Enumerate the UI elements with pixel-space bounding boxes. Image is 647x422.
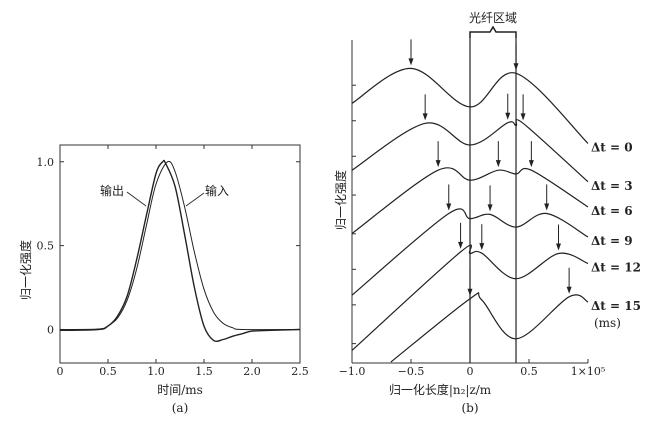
series-output-line bbox=[59, 159, 301, 342]
x-tick-label: 0 bbox=[57, 365, 64, 378]
peak-arrow-head-icon bbox=[544, 203, 550, 211]
series-curve bbox=[351, 208, 589, 296]
peak-arrow-head-icon bbox=[528, 160, 534, 168]
series-curve bbox=[351, 119, 589, 183]
x-tick-label: 2.0 bbox=[243, 365, 261, 378]
fiber-region-label: 光纤区域 bbox=[469, 11, 517, 25]
peak-arrow-head-icon bbox=[422, 113, 428, 121]
panel-a-xlabel: 时间/ms bbox=[157, 383, 203, 397]
x-tick-label: 1.5 bbox=[195, 365, 213, 378]
x-tick-label: 0 bbox=[467, 365, 474, 378]
legend-output-label: 输出 bbox=[100, 183, 124, 198]
series-label: Δt = 15 bbox=[591, 299, 641, 313]
x-tick-label: 2.5 bbox=[291, 365, 309, 378]
x-tick-label: 0.5 bbox=[99, 365, 117, 378]
series-input-line bbox=[59, 160, 301, 331]
peak-arrow-head-icon bbox=[467, 288, 473, 296]
x-tick-label: 1×10⁵ bbox=[571, 365, 606, 378]
x-tick-label: 0.5 bbox=[520, 365, 538, 378]
legend-output-leader bbox=[126, 191, 147, 207]
panel-a-chart: 时间/ms (a) 归一化强度 输出 输入 0 0.5 1.0 1.5 2.0 2.5 0 0… bbox=[18, 144, 309, 415]
x-tick-label: 1.0 bbox=[147, 365, 165, 378]
series-curve bbox=[351, 67, 589, 144]
y-tick-label: 0.5 bbox=[37, 240, 55, 253]
peak-arrow-head-icon bbox=[446, 203, 452, 211]
peak-arrow-head-icon bbox=[479, 243, 485, 251]
legend-input-leader bbox=[185, 192, 205, 207]
series-label: Δt = 0 bbox=[591, 140, 633, 154]
panel-a-frame bbox=[59, 144, 301, 364]
x-tick-label: −1.0 bbox=[339, 365, 366, 378]
panel-b-chart: 光纤区域 归一化长度|n₂|z/m (b) 归一化强度 (ms) −1.0 −0.… bbox=[333, 11, 641, 415]
peak-arrow-head-icon bbox=[408, 58, 414, 66]
panel-a-ylabel: 归一化强度 bbox=[18, 240, 33, 300]
series-curve bbox=[390, 292, 589, 363]
y-tick-label: 1.0 bbox=[37, 156, 55, 169]
peak-arrow-head-icon bbox=[556, 243, 561, 251]
unit-label: (ms) bbox=[594, 316, 621, 330]
peak-arrow-head-icon bbox=[487, 204, 493, 212]
peak-arrow-head-icon bbox=[505, 112, 511, 120]
panel-b-label: (b) bbox=[461, 401, 478, 415]
peak-arrow-head-icon bbox=[495, 160, 501, 168]
x-tick-label: −0.5 bbox=[398, 365, 425, 378]
series-label: Δt = 9 bbox=[591, 234, 633, 248]
peak-arrow-head-icon bbox=[435, 160, 441, 168]
panel-b-xlabel: 归一化长度|n₂|z/m bbox=[389, 382, 492, 397]
peak-arrow-head-icon bbox=[520, 113, 526, 121]
fiber-region-bracket bbox=[469, 25, 517, 38]
peak-arrow-head-icon bbox=[513, 63, 519, 71]
series-curve bbox=[351, 244, 589, 351]
series-label: Δt = 3 bbox=[591, 179, 633, 193]
series-label: Δt = 12 bbox=[591, 261, 641, 275]
panel-b-ylabel: 归一化强度 bbox=[333, 170, 348, 230]
series-curve bbox=[351, 167, 589, 234]
panel-a-label: (a) bbox=[172, 401, 189, 415]
peak-arrow-head-icon bbox=[566, 286, 572, 294]
legend-input-label: 输入 bbox=[205, 183, 229, 198]
series-label: Δt = 6 bbox=[591, 204, 633, 218]
peak-arrow-head-icon bbox=[458, 241, 464, 249]
y-tick-label: 0 bbox=[47, 323, 54, 336]
